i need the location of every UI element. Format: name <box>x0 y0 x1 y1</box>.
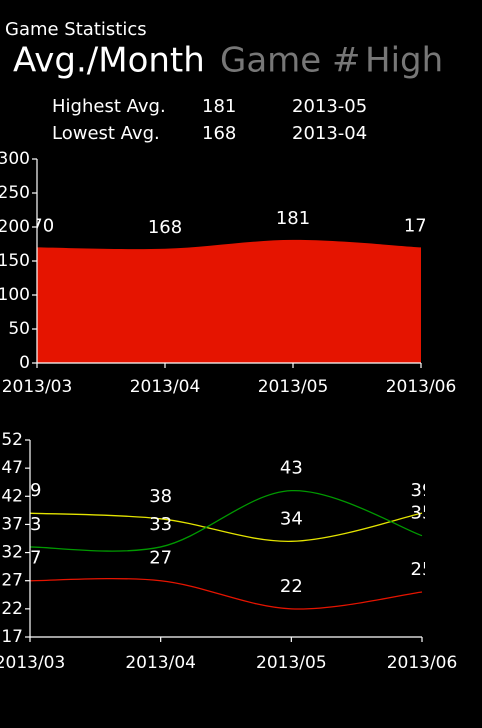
y-tick-label: 250 <box>0 183 30 203</box>
app-title: Game Statistics <box>5 19 147 40</box>
line <box>29 577 423 610</box>
data-label: 33 <box>19 514 42 535</box>
pivot-item[interactable]: High Game <box>365 41 482 81</box>
data-label: 27 <box>149 548 172 569</box>
data-label: 22 <box>280 576 303 597</box>
data-label: 181 <box>276 208 310 229</box>
plot-area: 39 38 34 39 33 33 43 35 27 27 22 25 <box>19 458 434 597</box>
data-label: 170 <box>404 215 438 236</box>
plot-area: 170 168 181 170 <box>20 208 438 238</box>
y-tick-label: 300 <box>0 149 30 169</box>
x-tick-label: 2013/03 <box>2 377 73 397</box>
data-label: 43 <box>280 458 303 479</box>
area <box>37 239 421 363</box>
x-tick-label: 2013/03 <box>0 653 65 673</box>
data-label: 35 <box>411 503 434 524</box>
y-tick-label: 27 <box>1 571 23 591</box>
summary-date: 2013-04 <box>292 123 367 144</box>
summary-value: 168 <box>202 123 236 144</box>
x-tick-label: 2013/06 <box>386 377 457 397</box>
y-tick-label: 0 <box>19 353 30 373</box>
chart: 170 168 181 170 0 50 100 150 200 250 300 2013/03 201… <box>0 149 456 397</box>
line <box>29 490 423 552</box>
x-tick-label: 2013/04 <box>125 653 196 673</box>
pivot-item[interactable]: Avg./Month <box>13 41 205 81</box>
data-label: 170 <box>20 215 54 236</box>
data-label: 33 <box>149 514 172 535</box>
data-label: 39 <box>411 480 434 501</box>
chart: 3938343933334335272722251722273237424752… <box>0 430 457 673</box>
x-tick-label: 2013/05 <box>256 653 327 673</box>
data-label: 34 <box>280 508 303 529</box>
y-tick-label: 50 <box>8 319 30 339</box>
data-label: 168 <box>148 217 182 238</box>
data-label: 27 <box>19 548 42 569</box>
line <box>29 512 423 542</box>
y-tick-label: 22 <box>1 599 23 619</box>
summary-date: 2013-05 <box>292 96 367 117</box>
data-label: 39 <box>19 480 42 501</box>
pivot-item[interactable]: Game # <box>220 41 361 81</box>
summary-label: Highest Avg. <box>52 96 166 117</box>
x-tick-label: 2013/04 <box>130 377 201 397</box>
summary-label: Lowest Avg. <box>52 123 160 144</box>
y-tick-label: 32 <box>1 543 23 563</box>
x-tick-label: 2013/05 <box>258 377 329 397</box>
y-tick-label: 17 <box>1 627 23 647</box>
y-tick-label: 37 <box>1 514 23 534</box>
y-tick-label: 52 <box>1 430 23 450</box>
pivot-headers: Avg./Month Game # High Game <box>13 41 482 81</box>
data-label: 38 <box>149 486 172 507</box>
x-tick-label: 2013/06 <box>387 653 458 673</box>
y-tick-label: 100 <box>0 285 30 305</box>
y-tick-label: 42 <box>1 486 23 506</box>
summary-value: 181 <box>202 96 236 117</box>
y-tick-label: 200 <box>0 217 30 237</box>
y-tick-label: 47 <box>1 458 23 478</box>
data-label: 25 <box>411 559 434 580</box>
y-tick-label: 150 <box>0 251 30 271</box>
